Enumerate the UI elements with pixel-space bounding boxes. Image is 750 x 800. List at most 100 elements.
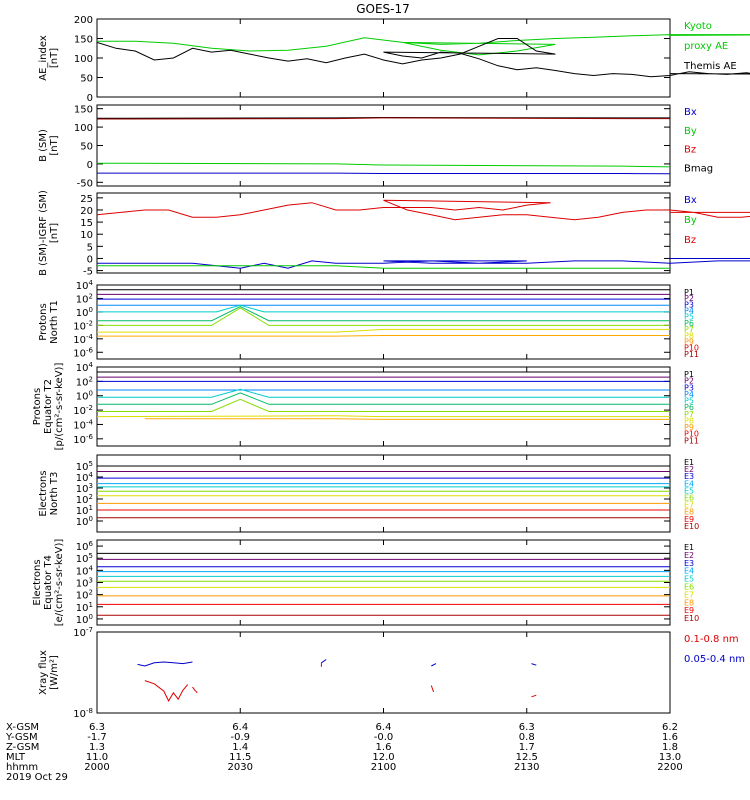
date-label: 2019 Oct 29 (6, 772, 68, 783)
legend-entry: E2 (684, 551, 694, 560)
y-axis-label: North T1 (49, 300, 60, 344)
legend-entry: Bz (684, 235, 696, 246)
legend-entry: P9 (684, 337, 694, 346)
y-tick-label: 25 (80, 194, 93, 205)
legend-entry: P8 (684, 331, 694, 340)
legend-entry: E2 (684, 465, 694, 474)
y-axis-label: Equator T4 (43, 555, 54, 610)
x-row-value: 2030 (228, 762, 253, 773)
legend-entry: By (684, 126, 697, 137)
x-row-value: 0.8 (519, 732, 535, 743)
x-row-value: 6.3 (89, 722, 105, 733)
y-tick-label: 103 (76, 577, 93, 590)
legend-entry: P9 (684, 423, 694, 432)
series-line (96, 415, 670, 418)
y-axis-label: [nT] (49, 223, 60, 243)
x-row-label: Z-GSM (6, 742, 39, 753)
legend-entry: P5 (684, 313, 694, 322)
legend-entry: E8 (684, 598, 694, 607)
x-axis-table: X-GSM 6.3 6.4 6.4 6.3 6.2 Y-GSM -1.7 -0.9 -0.0 0.8… (5, 722, 683, 783)
series-line (97, 34, 750, 56)
y-axis-label: [e/(cm²-s-sr-keV)] (54, 539, 65, 627)
y-tick-label: 101 (76, 601, 93, 614)
x-row-value: 6.4 (376, 722, 392, 733)
y-tick-label: 100 (76, 306, 93, 319)
legend-entry: P2 (684, 294, 694, 303)
legend-entry: P1 (684, 288, 694, 297)
y-tick-label: 15 (80, 218, 93, 229)
legend-entry: E1 (684, 543, 694, 552)
legend-entry: By (684, 215, 697, 226)
y-tick-label: 100 (76, 390, 93, 403)
y-axis-label: Equator T2 (43, 379, 54, 434)
legend-entry: Bx (684, 107, 697, 118)
legend-entry: P1 (684, 370, 694, 379)
y-tick-label: 102 (76, 292, 93, 305)
legend-entry: E5 (684, 486, 694, 495)
series-line (430, 685, 435, 693)
y-axis-label: Electrons (32, 559, 43, 605)
series-line (97, 258, 750, 269)
panel-frame (96, 366, 671, 447)
y-tick-label: -5 (83, 267, 93, 278)
y-tick-label: 105 (76, 460, 93, 473)
series-line (96, 117, 670, 120)
y-tick-label: 100 (76, 613, 93, 626)
y-tick-label: 5 (87, 242, 93, 253)
y-tick-label: 104 (76, 279, 94, 292)
series-line (431, 663, 437, 667)
y-axis-label: Xray flux (38, 650, 49, 695)
y-axis-label: North T3 (49, 472, 60, 516)
y-tick-label: -50 (77, 178, 93, 189)
series-line (97, 172, 671, 175)
x-row-value: 6.4 (232, 722, 248, 733)
y-tick-label: 105 (76, 552, 93, 565)
x-row-value: 11.5 (229, 752, 251, 763)
x-row-value: -0.0 (374, 732, 394, 743)
y-tick-label: 102 (76, 375, 93, 388)
legend-entry: P2 (684, 377, 694, 386)
y-axis-label: [W/m²] (49, 655, 60, 690)
plot-title: GOES-17 (356, 2, 410, 16)
y-tick-label: 100 (74, 123, 93, 134)
y-tick-label: 104 (76, 471, 94, 484)
legend-entry: P4 (684, 390, 694, 399)
legend-entry: E4 (684, 479, 694, 488)
x-row-value: 1.7 (519, 742, 535, 753)
x-row-value: 2000 (84, 762, 109, 773)
x-row-value: 2130 (514, 762, 539, 773)
panel-frame (96, 284, 671, 360)
series-line (137, 661, 193, 667)
y-tick-label: 50 (80, 142, 93, 153)
series-line (97, 392, 670, 405)
x-row-value: 13.0 (659, 752, 681, 763)
y-tick-label: 102 (76, 589, 93, 602)
y-tick-label: 102 (76, 493, 93, 506)
x-row-value: 1.4 (232, 742, 248, 753)
legend-entry: E10 (684, 614, 699, 623)
legend-entry: E3 (684, 472, 694, 481)
legend-entry: P10 (684, 344, 699, 353)
y-tick-label: 10-2 (73, 319, 93, 332)
legend-entry: P3 (684, 383, 694, 392)
legend-entry: P6 (684, 403, 694, 412)
y-axis-label: Protons (38, 303, 49, 340)
legend-entry: P11 (684, 350, 699, 359)
panel-frame (96, 454, 671, 533)
panel-2: 150 100 50 0 -50 B (SM) [nT] Bx By Bz Bmag (38, 104, 713, 189)
legend-entry: E7 (684, 590, 694, 599)
legend-entry: E9 (684, 515, 694, 524)
series-line (144, 418, 670, 420)
legend-entry: E5 (684, 575, 694, 584)
legend-entry: P3 (684, 300, 694, 309)
legend-entry: Themis AE (683, 61, 737, 72)
legend-entry: P11 (684, 436, 699, 445)
legend-entry: P8 (684, 416, 694, 425)
y-axis-label: B (SM)-IGRF (SM) (38, 190, 49, 276)
panel-1: 200 150 100 50 0 AE_index [nT] Kyoto proxy AE The… (38, 15, 750, 104)
y-tick-label: 10-7 (73, 626, 93, 639)
y-tick-label: 104 (76, 361, 94, 374)
y-tick-label: 106 (76, 540, 94, 553)
